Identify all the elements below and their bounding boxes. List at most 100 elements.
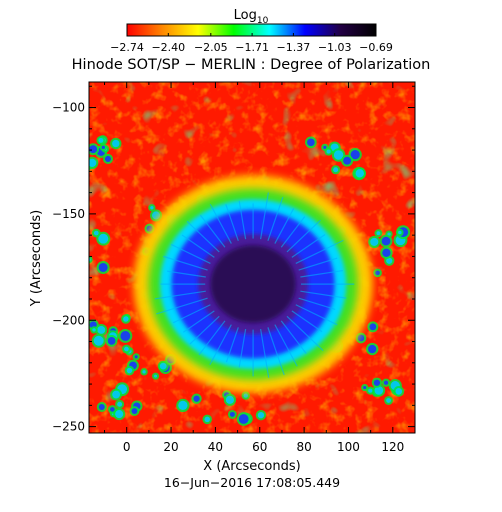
x-tick-label: 120	[381, 440, 404, 454]
sunspot	[133, 174, 373, 394]
field-patch	[229, 411, 235, 417]
penumbral-filament	[209, 324, 232, 366]
plot-frame	[88, 81, 416, 434]
field-patch	[204, 416, 210, 423]
field-patch	[112, 139, 120, 148]
colorbar-tick-label: −2.74	[110, 41, 144, 54]
field-patch	[152, 211, 161, 220]
sunspot-umbra	[210, 245, 296, 323]
penumbral-filament	[295, 304, 338, 326]
field-patch	[375, 270, 380, 276]
field-patch-halo	[89, 233, 90, 240]
penumbral-filament	[267, 196, 284, 242]
field-patch	[373, 379, 381, 386]
penumbral-filament	[225, 327, 239, 363]
field-patch	[387, 232, 391, 236]
field-patch	[98, 137, 104, 143]
field-patch	[395, 388, 403, 395]
penumbral-filament	[209, 203, 232, 244]
field-patch	[343, 156, 352, 165]
field-patch	[374, 386, 384, 395]
field-patch	[92, 328, 96, 332]
penumbral-filament	[298, 257, 338, 271]
field-patch	[382, 248, 391, 257]
field-patch	[369, 323, 377, 331]
penumbral-filament	[300, 269, 343, 278]
timestamp: 16−Jun−2016 17:08:05.449	[164, 475, 340, 490]
field-patch	[178, 400, 188, 411]
colorbar-tick-label: −2.05	[194, 41, 228, 54]
y-tick-label: −250	[52, 420, 85, 434]
field-patch	[89, 158, 97, 167]
y-axis-label: Y (Arcseconds)	[29, 210, 44, 307]
field-patch	[126, 367, 133, 374]
penumbral-filament	[274, 208, 295, 244]
field-patch	[104, 155, 112, 162]
colorbar-tick-labels: −2.74 −2.40 −2.05 −1.71 −1.37 −1.03 −0.69	[110, 41, 393, 54]
field-patch	[370, 237, 379, 246]
field-patch	[368, 388, 373, 393]
penumbral-filament	[238, 328, 247, 368]
field-patch	[78, 232, 88, 242]
field-patch	[326, 149, 331, 154]
field-patch	[363, 385, 367, 390]
penumbral-filament	[291, 310, 323, 333]
field-patch-halo	[72, 271, 79, 278]
field-patch	[142, 370, 146, 374]
field-patch	[307, 138, 315, 147]
penumbral-filament	[267, 327, 285, 376]
x-tick-label: 80	[296, 440, 311, 454]
field-patch	[383, 380, 389, 385]
field-patch	[112, 390, 121, 399]
y-tick-label: −100	[52, 101, 85, 115]
field-patch	[110, 407, 115, 412]
field-patch	[93, 335, 104, 346]
penumbral-filament	[225, 203, 239, 242]
penumbral-filament	[156, 297, 208, 315]
field-patch	[98, 262, 108, 272]
x-axis-ticks: 0 20 40 60 80 100 120	[104, 82, 416, 454]
penumbral-filament	[260, 192, 269, 240]
field-patch	[131, 408, 138, 414]
colorbar	[126, 23, 377, 37]
field-patch	[225, 395, 235, 404]
field-patch	[93, 230, 99, 236]
penumbral-filament	[280, 320, 307, 354]
colorbar-tick-label: −1.37	[277, 41, 311, 54]
field-patch-halo	[89, 255, 93, 264]
field-patch	[355, 169, 364, 178]
field-patch	[333, 167, 339, 173]
chart-title: Hinode SOT/SP − MERLIN : Degree of Polar…	[72, 57, 431, 73]
colorbar-tick-label: −1.71	[235, 41, 269, 54]
field-patch	[243, 393, 248, 398]
field-patch	[74, 273, 77, 276]
penumbral-filament	[154, 290, 206, 300]
penumbral-filament	[274, 324, 298, 367]
field-patch	[134, 355, 138, 359]
field-patch	[154, 374, 158, 378]
field-patch	[101, 145, 105, 150]
field-patch	[117, 401, 123, 407]
penumbral-filament	[199, 214, 226, 248]
penumbral-filament	[172, 304, 211, 324]
penumbral-filament	[291, 233, 326, 258]
field-patch	[238, 414, 249, 424]
y-tick-label: −150	[52, 207, 85, 221]
field-patch	[381, 236, 391, 246]
field-patch	[115, 410, 124, 419]
field-patch	[357, 334, 365, 342]
field-patch	[98, 233, 109, 244]
heatmap-image	[72, 82, 415, 433]
penumbral-filament	[163, 255, 208, 271]
field-patch	[386, 257, 393, 264]
penumbral-filament	[300, 290, 347, 299]
field-patch	[257, 411, 265, 419]
colorbar-tick-label: −2.40	[151, 41, 185, 54]
field-patch	[350, 150, 360, 160]
field-patch	[159, 362, 167, 370]
penumbral-filament	[280, 216, 306, 248]
penumbral-filament	[182, 310, 215, 333]
field-patch	[193, 395, 200, 402]
colorbar-label: Log10	[234, 8, 269, 26]
field-patch	[376, 231, 381, 236]
